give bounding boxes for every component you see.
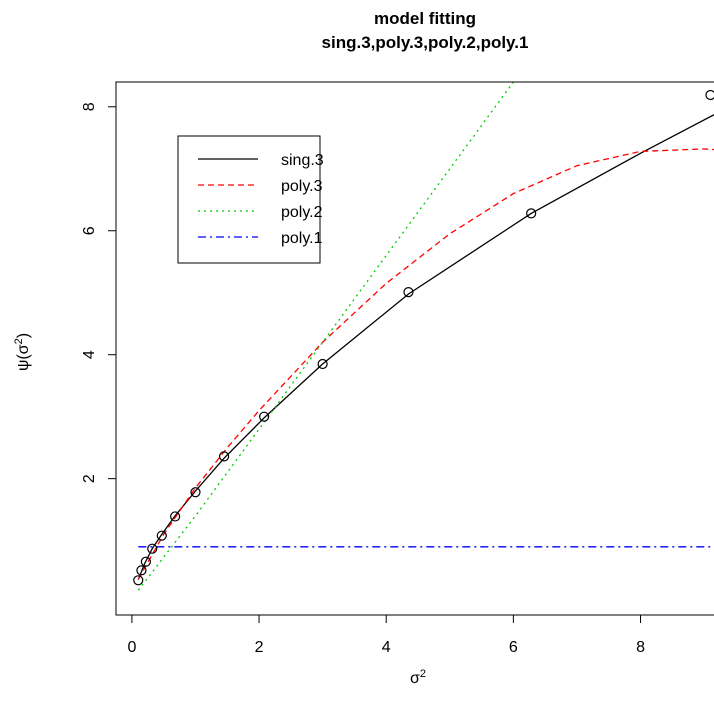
legend-label: sing.3 [281,152,324,169]
y-tick-label: 2 [81,474,98,483]
y-tick-label: 6 [81,226,98,235]
data-point [140,556,151,567]
data-point [156,530,167,541]
legend-label: poly.1 [281,230,323,247]
data-point [526,208,537,219]
series-line-poly-2 [137,82,515,591]
data-point [317,358,328,370]
series-layer [137,82,714,591]
x-axis: 0 2 4 6 8 [127,614,645,656]
data-point [190,487,201,498]
chart-title: model fitting [374,9,476,28]
data-point [259,411,270,422]
y-tick-label: 4 [81,350,98,359]
data-point [170,511,181,522]
chart-subtitle: sing.3,poly.3,poly.2,poly.1 [322,33,529,52]
x-tick-label: 8 [636,639,645,656]
y-axis: 2 4 6 8 [81,102,117,483]
y-tick-label: 8 [81,102,98,111]
x-tick-label: 4 [382,639,391,656]
y-axis-label: ψ(σ2) [13,333,32,371]
series-line-sing-3 [137,113,714,580]
legend: sing.3 poly.3 poly.2 poly.1 [177,135,324,264]
legend-box [177,135,321,264]
plot-frame [115,81,714,616]
x-axis-label: σ2 [410,668,426,687]
data-point [136,565,147,576]
data-point [147,543,158,554]
data-point [218,451,230,462]
x-tick-label: 6 [509,639,518,656]
data-point [403,287,414,298]
points-layer [133,89,714,586]
data-point [705,89,714,101]
x-tick-label: 2 [255,639,264,656]
data-point [133,575,144,586]
x-tick-label: 0 [127,639,136,656]
legend-label: poly.3 [281,178,323,195]
legend-label: poly.2 [281,204,323,221]
